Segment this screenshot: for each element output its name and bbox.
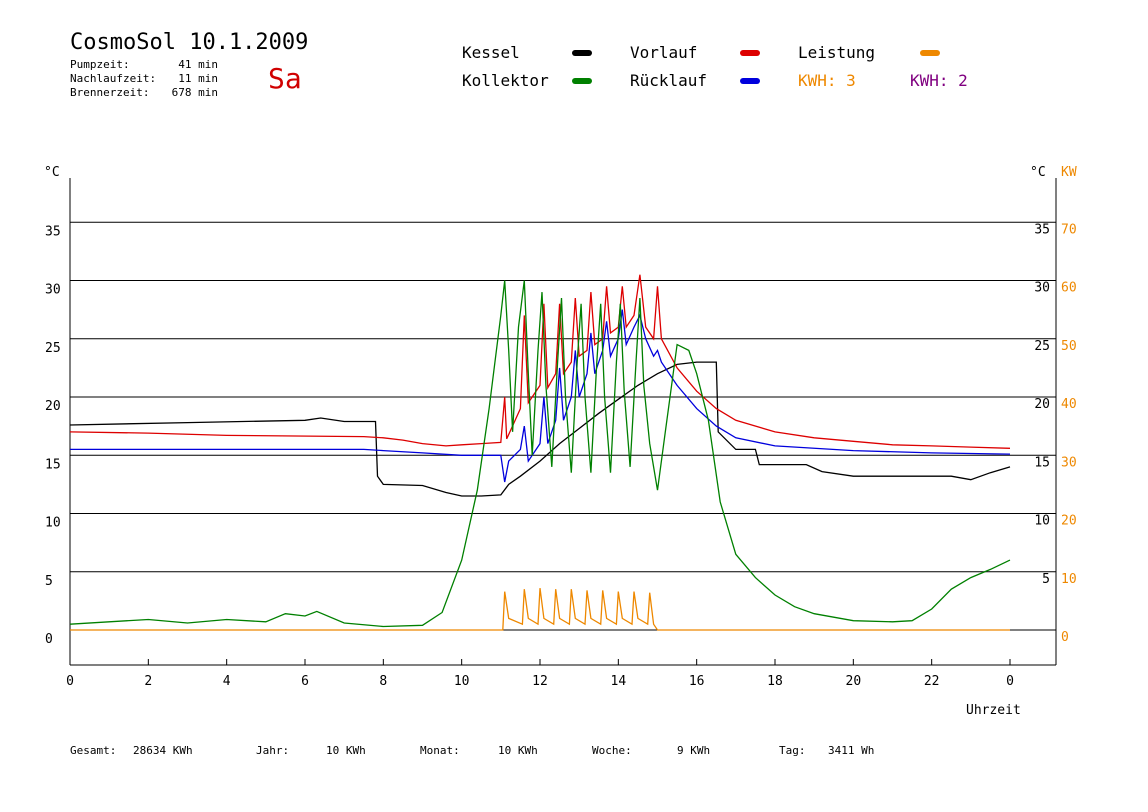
- footer-jahr-label: Jahr:: [256, 744, 290, 757]
- y-right-temp-tick-label: 35: [1034, 222, 1050, 237]
- x-tick-label: 12: [532, 674, 548, 689]
- y-right-power-unit: KW: [1061, 165, 1077, 180]
- y-right-temp-tick-label: 5: [1042, 572, 1050, 587]
- footer-woche-label: Woche:: [592, 744, 632, 757]
- legend-kwh-purple: KWH: 2: [910, 71, 968, 90]
- y-left-tick-label: 0: [45, 632, 53, 647]
- y-left-tick-label: 25: [45, 341, 61, 356]
- footer-gesamt-label: Gesamt:: [70, 744, 117, 757]
- legend-vorlauf-label: Vorlauf: [630, 43, 698, 62]
- x-axis-label: Uhrzeit: [966, 703, 1021, 718]
- footer-woche-value: 9 KWh: [677, 744, 711, 757]
- legend-leistung-label: Leistung: [798, 43, 876, 62]
- series-line-vorlauf: [69, 274, 1011, 449]
- footer-tag-label: Tag:: [779, 744, 806, 757]
- legend-kwh-orange: KWH: 3: [798, 71, 856, 90]
- y-right-power-tick-label: 30: [1061, 455, 1077, 470]
- y-left-tick-label: 30: [45, 283, 61, 298]
- legend-kollektor-swatch: [572, 78, 592, 84]
- footer-jahr-value: 10 KWh: [326, 744, 366, 757]
- x-tick-label: 20: [846, 674, 862, 689]
- y-right-power-tick-label: 10: [1061, 572, 1077, 587]
- legend-ruecklauf-swatch: [740, 78, 760, 84]
- y-right-power-tick-label: 50: [1061, 339, 1077, 354]
- y-left-tick-label: 15: [45, 457, 61, 472]
- legend-kollektor-label: Kollektor: [462, 71, 549, 90]
- y-left-tick-label: 20: [45, 399, 61, 414]
- x-tick-label: 6: [301, 674, 309, 689]
- footer-gesamt-value: 28634 KWh: [133, 744, 193, 757]
- series-line-kessel: [69, 361, 1011, 497]
- legend-leistung-swatch: [920, 50, 940, 56]
- legend-ruecklauf-label: Rücklauf: [630, 71, 708, 90]
- y-right-power-tick-label: 70: [1061, 222, 1077, 237]
- y-left-tick-label: 10: [45, 516, 61, 531]
- x-tick-label: 10: [454, 674, 470, 689]
- nachlaufzeit-value: 11 min: [178, 72, 218, 85]
- footer-monat-label: Monat:: [420, 744, 460, 757]
- y-left-tick-label: 5: [45, 574, 53, 589]
- y-right-temp-unit: °C: [1030, 165, 1046, 180]
- x-tick-label: 0: [1006, 674, 1014, 689]
- x-tick-label: 0: [66, 674, 74, 689]
- x-tick-label: 16: [689, 674, 705, 689]
- weekday-label: Sa: [268, 62, 302, 95]
- legend-kessel-label: Kessel: [462, 43, 520, 62]
- x-tick-label: 18: [767, 674, 783, 689]
- nachlaufzeit-label: Nachlaufzeit:: [70, 72, 157, 85]
- x-tick-label: 8: [379, 674, 387, 689]
- x-tick-label: 14: [611, 674, 627, 689]
- y-right-temp-tick-label: 30: [1034, 281, 1050, 296]
- y-right-temp-tick-label: 20: [1034, 397, 1050, 412]
- y-left-unit: °C: [44, 165, 60, 180]
- series-line-leistung: [70, 588, 1010, 631]
- series-line-kollektor: [69, 280, 1011, 628]
- y-right-temp-tick-label: 10: [1034, 514, 1050, 529]
- y-right-power-tick-label: 60: [1061, 281, 1077, 296]
- footer-monat-value: 10 KWh: [498, 744, 538, 757]
- y-right-power-tick-label: 20: [1061, 514, 1077, 529]
- y-right-power-tick-label: 40: [1061, 397, 1077, 412]
- x-tick-label: 4: [223, 674, 231, 689]
- footer-tag-value: 3411 Wh: [828, 744, 875, 757]
- brennerzeit-value: 678 min: [171, 86, 218, 99]
- legend-kessel-swatch: [572, 50, 592, 56]
- pumpzeit-value: 41 min: [178, 58, 218, 71]
- legend-vorlauf-swatch: [740, 50, 760, 56]
- y-right-power-tick-label: 0: [1061, 630, 1069, 645]
- series-line-rcklauf: [70, 309, 1011, 483]
- x-tick-label: 2: [144, 674, 152, 689]
- y-left-tick-label: 35: [45, 224, 61, 239]
- brennerzeit-label: Brennerzeit:: [70, 86, 150, 99]
- y-right-temp-tick-label: 15: [1034, 455, 1050, 470]
- pumpzeit-label: Pumpzeit:: [70, 58, 130, 71]
- y-right-temp-tick-label: 25: [1034, 339, 1050, 354]
- chart-title: CosmoSol 10.1.2009: [70, 30, 309, 55]
- x-tick-label: 22: [924, 674, 940, 689]
